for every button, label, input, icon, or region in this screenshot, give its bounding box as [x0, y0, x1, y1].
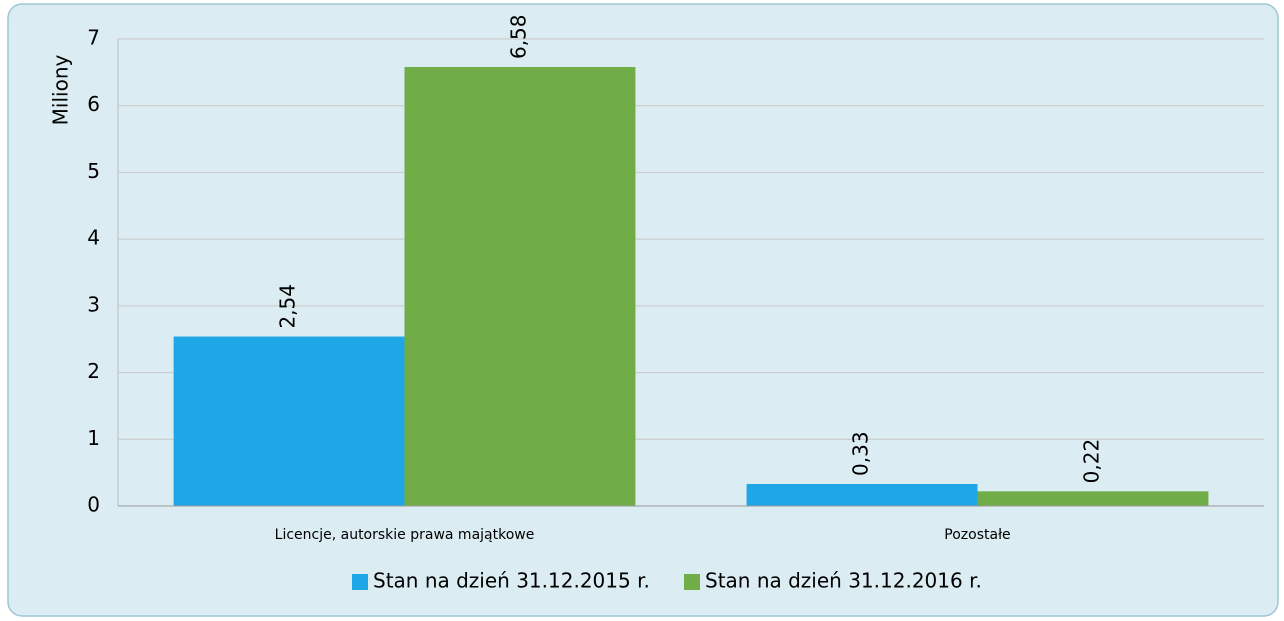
y-tick-label: 3 — [87, 292, 100, 316]
y-tick-label: 6 — [87, 92, 100, 116]
y-tick-label: 0 — [87, 493, 100, 517]
y-tick-label: 1 — [87, 426, 100, 450]
x-tick-label: Pozostałe — [944, 527, 1010, 543]
legend-label: Stan na dzień 31.12.2015 r. — [373, 569, 650, 593]
data-label: 6,58 — [506, 14, 530, 59]
chart-background — [7, 3, 1279, 617]
data-label: 0,33 — [849, 431, 873, 476]
legend-swatch — [352, 574, 368, 590]
data-label: 0,22 — [1079, 439, 1103, 484]
bar — [173, 336, 405, 506]
legend-label: Stan na dzień 31.12.2016 r. — [705, 569, 982, 593]
bar — [404, 67, 636, 507]
y-tick-label: 2 — [87, 359, 100, 383]
legend-swatch — [684, 574, 700, 590]
data-label: 2,54 — [276, 284, 300, 329]
bar — [746, 483, 978, 506]
y-tick-label: 5 — [87, 159, 100, 183]
y-tick-label: 4 — [87, 226, 100, 250]
bar — [977, 491, 1209, 506]
x-tick-label: Licencje, autorskie prawa majątkowe — [275, 527, 535, 543]
y-axis-label: Miliony — [49, 55, 73, 126]
y-tick-label: 7 — [87, 26, 100, 50]
